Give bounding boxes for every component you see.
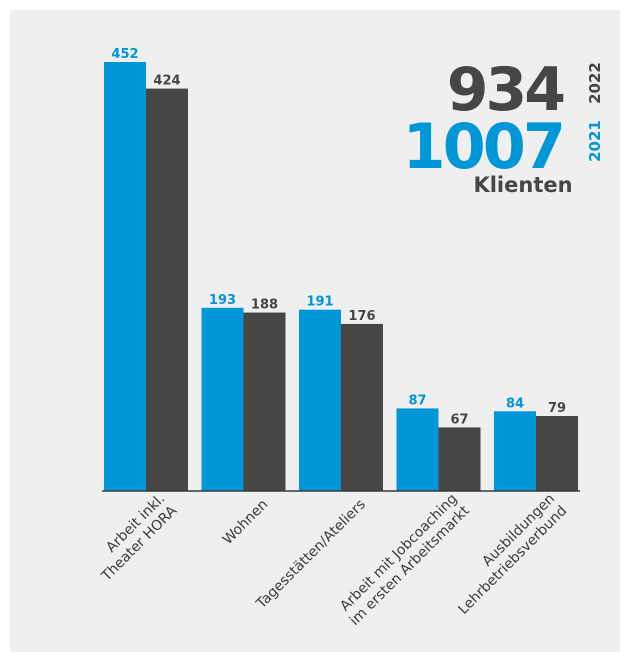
value-label: 452 (111, 47, 138, 62)
bar-2021-0 (104, 62, 146, 491)
category-label: Wohnen (220, 497, 271, 548)
bar-2021-1 (201, 307, 244, 491)
total-2022: 934 (447, 55, 563, 125)
bar-2022-2 (341, 323, 383, 491)
bar-2022-3 (438, 427, 481, 491)
value-label: 79 (548, 401, 566, 416)
clients-label: Klienten (473, 173, 572, 197)
value-label: 176 (348, 309, 375, 324)
value-label: 191 (306, 295, 333, 310)
value-label: 188 (251, 298, 278, 313)
bar-2021-2 (299, 309, 341, 491)
bar-2021-4 (494, 411, 536, 491)
category-label: Arbeit inkl.Theater HORA (86, 491, 180, 585)
value-label: 67 (450, 412, 468, 427)
year-2021: 2021 (586, 120, 604, 162)
bar-2022-4 (536, 416, 578, 491)
value-label: 84 (506, 396, 524, 411)
bar-2022-1 (243, 312, 286, 491)
total-2021: 1007 (402, 110, 563, 183)
value-label: 87 (408, 393, 426, 408)
bar-2022-0 (146, 88, 188, 491)
summary-block: 934 2022 1007 2021 Klienten (402, 55, 604, 197)
year-2022: 2022 (586, 62, 604, 104)
value-label: 193 (209, 293, 236, 308)
bar-2021-3 (396, 408, 439, 491)
value-label: 424 (153, 74, 180, 89)
